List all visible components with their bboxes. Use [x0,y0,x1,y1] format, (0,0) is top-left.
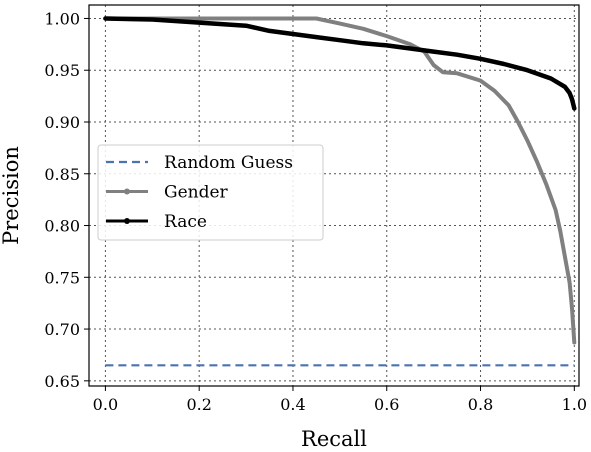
y-tick-label: 0.90 [44,113,80,132]
y-tick-label: 0.85 [44,165,80,184]
x-tick-label: 0.6 [374,395,399,414]
legend-marker-gender [124,188,130,195]
y-tick-label: 0.70 [44,320,80,339]
legend-box [97,144,324,241]
legend-label-random-guess: Random Guess [164,153,293,173]
x-tick-label: 0.4 [280,395,305,414]
legend: Random Guess Gender Race [97,144,324,241]
y-tick-label: 0.65 [44,372,80,391]
series-line-gender [103,16,577,345]
legend-marker-race [124,218,130,224]
x-tick-label: 0.8 [468,395,493,414]
plot-series [103,16,577,367]
axes-frame [88,4,580,387]
y-tick-label: 0.95 [44,61,80,80]
x-tick-label: 1.0 [562,395,587,414]
x-tick-label: 0.0 [93,395,118,414]
y-tick-label: 0.75 [44,268,80,287]
series-line-race [103,16,577,111]
legend-label-race: Race [164,212,207,232]
y-axis-label: Precision [0,146,23,245]
legend-label-gender: Gender [164,183,229,203]
y-tick-label: 0.80 [44,217,80,236]
axis-ticks: 0.0 0.2 0.4 0.6 0.8 1.0 0.65 0.70 0.75 0.80 0.85 0.… [44,9,587,414]
x-axis-label: Recall [301,427,367,451]
y-tick-label: 1.00 [44,9,80,28]
x-tick-label: 0.2 [186,395,211,414]
